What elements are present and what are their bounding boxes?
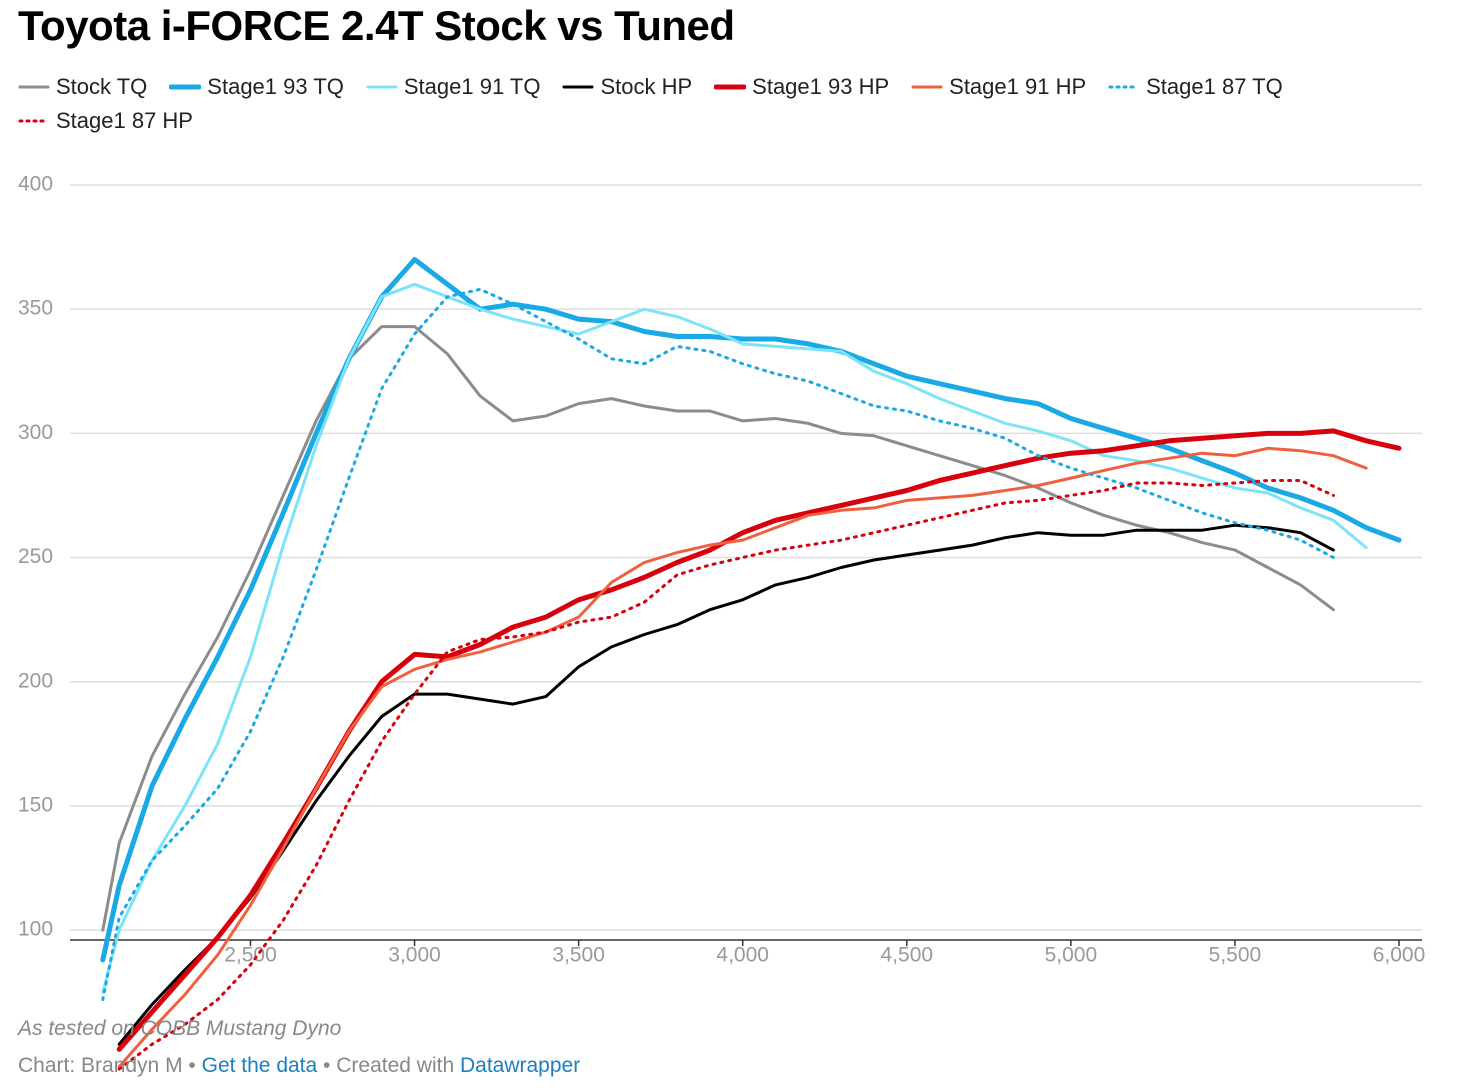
x-tick-label: 4,500 [881, 944, 934, 967]
legend-label: Stage1 93 TQ [207, 74, 344, 99]
series-line [101, 282, 1368, 994]
x-tick-label: 4,000 [716, 944, 769, 967]
legend-item: Stage1 93 TQ [169, 74, 344, 100]
footer: As tested on COBB Mustang Dyno Chart: Br… [18, 1010, 580, 1084]
legend-swatch [562, 85, 594, 89]
legend-swatch [18, 85, 50, 89]
legend: Stock TQ Stage1 93 TQ Stage1 91 TQ Stock HP… [18, 74, 1308, 134]
x-tick-label: 3,000 [388, 944, 441, 967]
legend-label: Stage1 93 HP [752, 74, 890, 99]
created-with: Created with [336, 1054, 455, 1077]
series-line [101, 287, 1335, 1002]
series-line [101, 325, 1335, 932]
x-tick-label: 6,000 [1373, 944, 1426, 967]
y-tick-label: 250 [18, 545, 53, 568]
legend-label: Stage1 91 TQ [403, 74, 541, 99]
y-tick-label: 400 [18, 173, 53, 196]
series-line [117, 446, 1368, 1069]
y-tick-label: 200 [18, 669, 53, 692]
series-line [117, 479, 1335, 1071]
legend-item: Stage1 91 TQ [366, 74, 541, 100]
tool-link[interactable]: Datawrapper [459, 1054, 581, 1077]
legend-label: Stage1 87 HP [56, 108, 193, 133]
x-tick-label: 3,500 [552, 944, 605, 967]
legend-label: Stage1 91 HP [949, 74, 1087, 99]
y-tick-label: 100 [18, 918, 53, 941]
x-tick-label: 5,500 [1209, 944, 1262, 967]
y-tick-label: 300 [18, 421, 53, 444]
chart-title: Toyota i-FORCE 2.4T Stock vs Tuned [18, 2, 735, 49]
y-tick-label: 150 [18, 793, 53, 816]
legend-swatch [366, 85, 398, 89]
legend-swatch [1108, 85, 1140, 89]
data-link[interactable]: Get the data [201, 1054, 318, 1077]
legend-item: Stage1 93 HP [714, 74, 889, 100]
legend-item: Stock TQ [18, 74, 147, 100]
byline: Chart: Brandyn M [18, 1054, 183, 1077]
legend-swatch [18, 119, 50, 123]
credits: Chart: Brandyn M • Get the data • Create… [18, 1054, 581, 1077]
x-tick-label: 5,000 [1045, 944, 1098, 967]
series-line [100, 257, 1402, 963]
legend-swatch [169, 84, 202, 90]
y-tick-label: 350 [18, 297, 53, 320]
legend-label: Stage1 87 TQ [1146, 74, 1283, 99]
legend-swatch [714, 84, 747, 90]
legend-item: Stock HP [562, 74, 692, 100]
legend-item: Stage1 91 HP [911, 74, 1086, 100]
notes: As tested on COBB Mustang Dyno [18, 1017, 342, 1040]
x-tick-label: 2,500 [224, 944, 277, 967]
legend-label: Stock TQ [56, 74, 148, 99]
legend-item: Stage1 87 TQ [1108, 74, 1283, 100]
legend-item: Stage1 87 HP [18, 108, 193, 134]
series-line [117, 523, 1335, 1046]
legend-swatch [911, 85, 943, 89]
legend-label: Stock HP [600, 74, 693, 99]
